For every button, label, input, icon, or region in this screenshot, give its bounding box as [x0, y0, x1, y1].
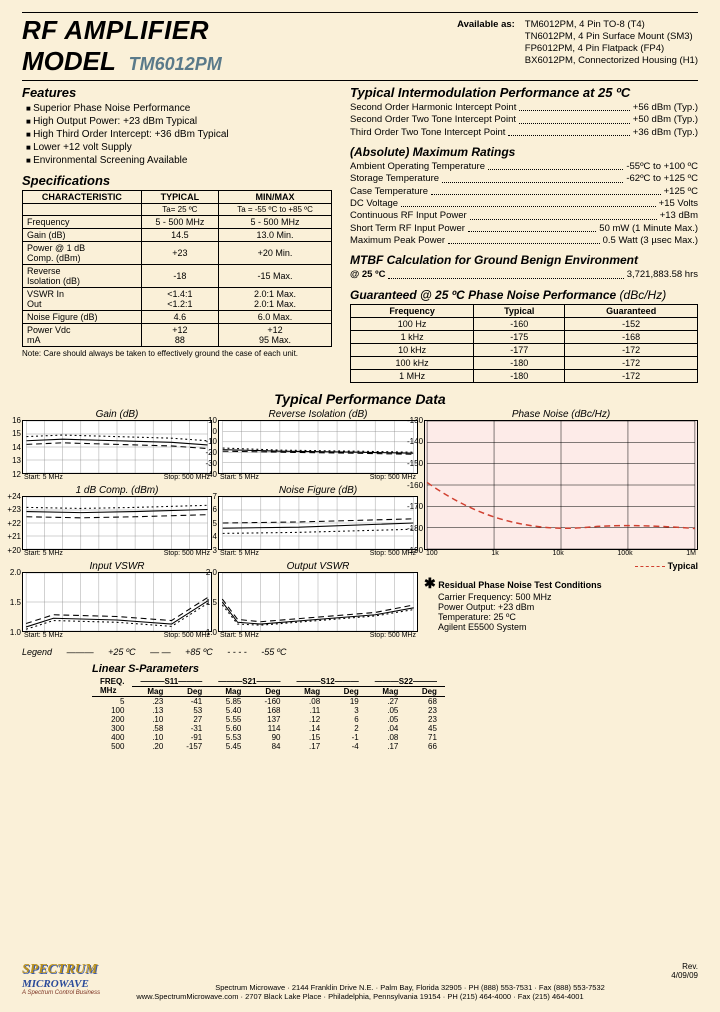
- logo: SPECTRUM MICROWAVE A Spectrum Control Bu…: [22, 962, 117, 996]
- feature-item: Environmental Screening Available: [26, 154, 332, 167]
- mid-rule: [22, 80, 698, 81]
- chart-col-left: Gain (dB) 1615141312 Start: 5 MHzStop: 5…: [22, 409, 212, 643]
- chart-comp: 1 dB Comp. (dBm) +24+23+22+21+20 Start: …: [22, 485, 212, 557]
- sparam-table: FREQ. MHz———S11——————S21——————S12——————S…: [92, 677, 445, 751]
- dotline: Second Order Harmonic Intercept Point+56…: [350, 102, 698, 114]
- dotline: Third Order Two Tone Intercept Point+36 …: [350, 127, 698, 139]
- chart-col-mid: Reverse Isolation (dB) 100-10-20-30-40 S…: [218, 409, 418, 643]
- top-rule: [22, 12, 698, 13]
- spec-cell: +12 88: [141, 324, 218, 347]
- chart-pn: Phase Noise (dBc/Hz) -130-140-150-160-17…: [424, 409, 698, 557]
- dotline: Continuous RF Input Power+13 dBm: [350, 210, 698, 222]
- footer: SPECTRUM MICROWAVE A Spectrum Control Bu…: [22, 983, 698, 1003]
- spec-cell: Reverse Isolation (dB): [23, 265, 142, 288]
- two-column-area: Features Superior Phase Noise Performanc…: [22, 85, 698, 383]
- title-block: RF AMPLIFIER MODEL TM6012PM: [22, 15, 222, 77]
- pn-table: Frequency Typical Guaranteed 100 Hz-160-…: [350, 304, 698, 383]
- pn-conditions: ✱ Residual Phase Noise Test Conditions C…: [424, 575, 698, 632]
- chart-nf: Noise Figure (dB) 76543 Start: 5 MHzStop…: [218, 485, 418, 557]
- spec-title: Specifications: [22, 173, 332, 188]
- spec-cell: Noise Figure (dB): [23, 311, 142, 324]
- spec-cell: 5 - 500 MHz: [141, 216, 218, 229]
- chart-ovswr: Output VSWR 2.01.51.0 Start: 5 MHzStop: …: [218, 561, 418, 639]
- spec-cell: +23: [141, 242, 218, 265]
- available-as: Available as: TM6012PM, 4 Pin TO-8 (T4) …: [457, 19, 698, 67]
- feature-item: High Third Order Intercept: +36 dBm Typi…: [26, 128, 332, 141]
- spec-sub-typ: Ta= 25 ºC: [141, 204, 218, 216]
- model-number: TM6012PM: [129, 54, 222, 74]
- available-label: Available as:: [457, 19, 515, 67]
- avail-item: FP6012PM, 4 Pin Flatpack (FP4): [525, 43, 698, 55]
- spec-cell: Gain (dB): [23, 229, 142, 242]
- chart-legend: Legend ——— +25 ºC — — +85 ºC - - - - -55…: [22, 647, 698, 657]
- spec-cell: -15 Max.: [219, 265, 332, 288]
- spec-h-char: CHARACTERISTIC: [23, 191, 142, 204]
- title-line2: MODEL: [22, 46, 116, 76]
- spec-cell: VSWR In Out: [23, 288, 142, 311]
- mtbf-l: @ 25 ºC: [350, 269, 385, 281]
- spec-cell: <1.4:1 <1.2:1: [141, 288, 218, 311]
- mtbf-r: 3,721,883.58 hrs: [627, 269, 698, 281]
- mtbf-line: @ 25 ºC 3,721,883.58 hrs: [350, 269, 698, 281]
- title-line1: RF AMPLIFIER: [22, 15, 222, 46]
- maxr-lines: Ambient Operating Temperature-55ºC to +1…: [350, 161, 698, 247]
- spec-cell: +20 Min.: [219, 242, 332, 265]
- avail-item: TM6012PM, 4 Pin TO-8 (T4): [525, 19, 698, 31]
- spec-sub-mm: Ta = -55 ºC to +85 ºC: [219, 204, 332, 216]
- mtbf-title: MTBF Calculation for Ground Benign Envir…: [350, 253, 698, 267]
- spec-cell: 5 - 500 MHz: [219, 216, 332, 229]
- intermod-title: Typical Intermodulation Performance at 2…: [350, 85, 698, 100]
- dotline: Maximum Peak Power0.5 Watt (3 µsec Max.): [350, 235, 698, 247]
- spec-cell: 13.0 Min.: [219, 229, 332, 242]
- footer-line2: www.SpectrumMicrowave.com · 2707 Black L…: [22, 992, 698, 1002]
- spec-cell: 14.5: [141, 229, 218, 242]
- available-list: TM6012PM, 4 Pin TO-8 (T4) TN6012PM, 4 Pi…: [525, 19, 698, 67]
- features-title: Features: [22, 85, 332, 100]
- spec-cell: 6.0 Max.: [219, 311, 332, 324]
- spec-cell: 2.0:1 Max. 2.0:1 Max.: [219, 288, 332, 311]
- avail-item: TN6012PM, 4 Pin Surface Mount (SM3): [525, 31, 698, 43]
- feature-item: Superior Phase Noise Performance: [26, 102, 332, 115]
- spec-cell: Power @ 1 dB Comp. (dBm): [23, 242, 142, 265]
- dotline: Ambient Operating Temperature-55ºC to +1…: [350, 161, 698, 173]
- spec-cell: Frequency: [23, 216, 142, 229]
- spec-cell: -18: [141, 265, 218, 288]
- dotline: DC Voltage+15 Volts: [350, 198, 698, 210]
- spec-cell: +12 95 Max.: [219, 324, 332, 347]
- dotline: Case Temperature+125 ºC: [350, 186, 698, 198]
- spec-h-mm: MIN/MAX: [219, 191, 332, 204]
- header: RF AMPLIFIER MODEL TM6012PM Available as…: [22, 15, 698, 77]
- dotline: Second Order Two Tone Intercept Point+50…: [350, 114, 698, 126]
- spec-table: CHARACTERISTIC TYPICAL MIN/MAX Ta= 25 ºC…: [22, 190, 332, 347]
- pn-legend: Typical: [424, 561, 698, 571]
- maxr-title: (Absolute) Maximum Ratings: [350, 145, 698, 159]
- feature-item: High Output Power: +23 dBm Typical: [26, 115, 332, 128]
- features-list: Superior Phase Noise Performance High Ou…: [22, 102, 332, 167]
- feature-item: Lower +12 volt Supply: [26, 141, 332, 154]
- spec-h-typ: TYPICAL: [141, 191, 218, 204]
- title-line2-row: MODEL TM6012PM: [22, 46, 222, 77]
- right-column: Typical Intermodulation Performance at 2…: [350, 85, 698, 383]
- perf-title: Typical Performance Data: [22, 391, 698, 407]
- charts-area: Gain (dB) 1615141312 Start: 5 MHzStop: 5…: [22, 409, 698, 643]
- spec-cell: 4.6: [141, 311, 218, 324]
- chart-col-right: Phase Noise (dBc/Hz) -130-140-150-160-17…: [424, 409, 698, 643]
- intermod-lines: Second Order Harmonic Intercept Point+56…: [350, 102, 698, 139]
- left-column: Features Superior Phase Noise Performanc…: [22, 85, 332, 383]
- chart-gain: Gain (dB) 1615141312 Start: 5 MHzStop: 5…: [22, 409, 212, 481]
- chart-riso: Reverse Isolation (dB) 100-10-20-30-40 S…: [218, 409, 418, 481]
- sparam-title: Linear S-Parameters: [92, 663, 698, 675]
- pn-title: Guaranteed @ 25 ºC Phase Noise Performan…: [350, 288, 698, 302]
- footer-line1: Spectrum Microwave · 2144 Franklin Drive…: [122, 983, 698, 993]
- avail-item: BX6012PM, Connectorized Housing (H1): [525, 55, 698, 67]
- revision: Rev.4/09/09: [671, 962, 698, 980]
- dotline: Short Term RF Input Power50 mW (1 Minute…: [350, 223, 698, 235]
- spec-note: Note: Care should always be taken to eff…: [22, 349, 332, 358]
- chart-ivswr: Input VSWR 2.01.51.0 Start: 5 MHzStop: 5…: [22, 561, 212, 639]
- dotline: Storage Temperature-62ºC to +125 ºC: [350, 173, 698, 185]
- spec-cell: Power Vdc mA: [23, 324, 142, 347]
- star-icon: ✱: [424, 575, 436, 591]
